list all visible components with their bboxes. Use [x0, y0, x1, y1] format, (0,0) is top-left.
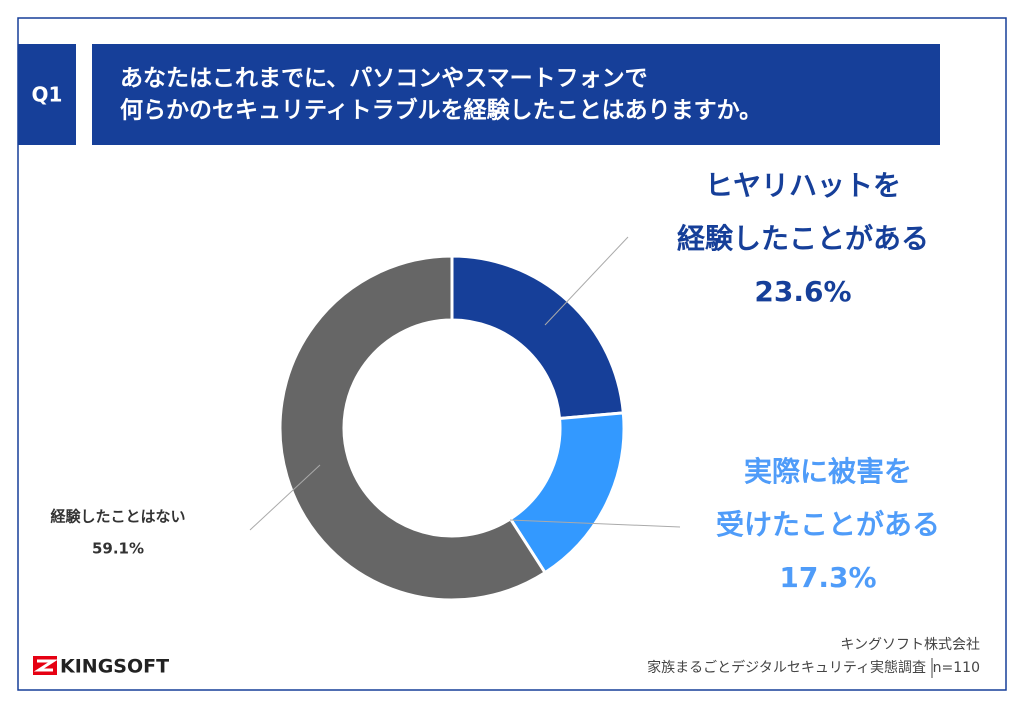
company: キングソフト株式会社 [840, 637, 980, 653]
leader-line [544, 236, 629, 326]
donut-segment [278, 254, 548, 602]
segment-label: 実際に被害を [744, 455, 912, 488]
segment-label: 経験したことがある [677, 222, 929, 255]
donut-segment [450, 254, 625, 421]
segment-label: ヒヤリハットを [705, 169, 901, 202]
logo-text: KINGSOFT [60, 656, 169, 678]
frame [17, 17, 1007, 691]
badge: Q1 [32, 83, 63, 107]
leader-line [509, 519, 681, 528]
question: あなたはこれまでに、パソコンやスマートフォンで [120, 66, 648, 92]
survey: 家族まるごとデジタルセキュリティ実態調査 [647, 659, 926, 676]
leader-line [249, 464, 321, 531]
badge-box [18, 44, 76, 145]
value-label: 59.1% [92, 540, 144, 558]
question-box [92, 44, 940, 145]
question: 何らかのセキュリティトラブルを経験したことはありますか。 [120, 97, 762, 124]
logo: KINGSOFT [33, 656, 169, 678]
segment-label: 受けたことがある [716, 508, 940, 541]
logo-mark [33, 659, 59, 672]
segment-label: 経験したことはない [50, 508, 185, 526]
sample: n=110 [933, 660, 980, 676]
value-label: 17.3% [779, 561, 876, 594]
value-label: 23.6% [754, 275, 851, 308]
